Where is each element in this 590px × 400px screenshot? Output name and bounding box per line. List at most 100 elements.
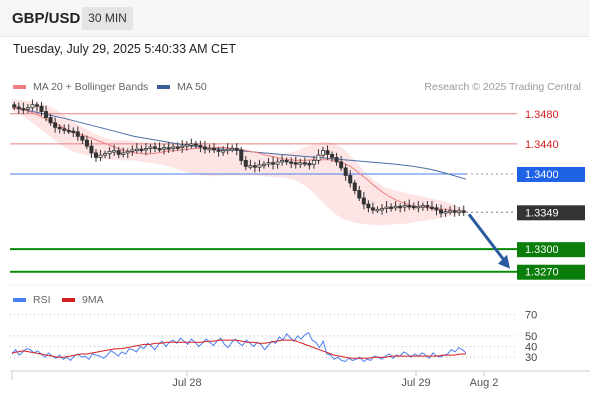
candle-body-0: [12, 104, 17, 108]
header-bar: GBP/USD 30 MIN: [0, 0, 590, 37]
symbol-label: GBP/USD: [12, 10, 81, 27]
candle-body-91: [425, 205, 430, 208]
candle-body-72: [339, 161, 344, 169]
candle-body-23: [116, 150, 121, 155]
candle-body-92: [429, 206, 434, 209]
candle-body-76: [357, 190, 362, 199]
candle-body-7: [44, 111, 49, 118]
legend-rsi-label: RSI: [33, 294, 51, 306]
level-box-2: [517, 166, 585, 182]
candle-body-55: [261, 163, 266, 167]
timeframe-button[interactable]: 30 MIN: [82, 7, 133, 30]
candle-body-16: [84, 139, 89, 147]
x-tick-label-0: Jul 28: [172, 377, 201, 389]
candle-body-2: [21, 108, 26, 111]
candle-body-63: [298, 162, 303, 165]
candle-body-46: [221, 150, 226, 153]
candle-body-35: [171, 146, 176, 149]
candle-body-60: [284, 160, 289, 163]
candle-body-86: [402, 205, 407, 208]
level-box-3: [517, 205, 585, 221]
candle-body-93: [434, 207, 439, 211]
candle-body-3: [25, 107, 30, 110]
rsi-series-0: [11, 332, 467, 363]
candle-body-12: [66, 129, 71, 133]
candle-body-29: [143, 147, 148, 151]
legend-ma20-label: MA 20 + Bollinger Bands: [33, 81, 149, 93]
candle-body-78: [366, 203, 371, 209]
candle-body-65: [307, 163, 312, 166]
ma50-swatch: [157, 85, 170, 89]
candle-body-8: [48, 117, 53, 124]
rsi-tick-label-0: 70: [525, 310, 537, 322]
rsi-tick-label-2: 40: [525, 342, 537, 354]
candle-body-19: [98, 154, 103, 158]
candle-body-73: [343, 167, 348, 176]
candle-body-68: [320, 150, 325, 156]
candle-body-75: [352, 182, 357, 191]
candle-body-11: [62, 128, 67, 131]
candle-body-48: [230, 147, 235, 151]
candle-body-85: [398, 205, 403, 209]
level-label-0: 1.3480: [525, 109, 559, 121]
candle-body-99: [461, 210, 466, 213]
candle-body-96: [448, 210, 453, 213]
level-label-4: 1.3300: [525, 244, 559, 256]
candle-body-56: [266, 162, 271, 165]
candle-body-95: [443, 211, 448, 214]
level-label-3: 1.3349: [525, 207, 559, 219]
candle-body-80: [375, 208, 380, 212]
candle-body-44: [212, 147, 217, 151]
legend-ma50-label: MA 50: [177, 81, 207, 93]
candle-body-28: [139, 148, 144, 152]
candle-body-81: [380, 208, 385, 211]
rsi-tick-label-1: 50: [525, 331, 537, 343]
candle-body-94: [439, 209, 444, 214]
candle-body-21: [107, 150, 112, 155]
candle-body-33: [162, 147, 167, 150]
candle-body-77: [361, 197, 366, 205]
level-box-5: [517, 264, 585, 280]
x-tick-label-2: Aug 2: [470, 377, 499, 389]
level-label-1: 1.3440: [525, 139, 559, 151]
candle-body-69: [325, 150, 330, 155]
candle-body-39: [189, 143, 194, 146]
candle-body-84: [393, 205, 398, 209]
candle-body-43: [207, 147, 212, 151]
ma20-swatch: [13, 85, 26, 89]
candle-body-18: [93, 152, 98, 158]
candle-body-71: [334, 157, 339, 163]
legend-rsi-ma-label: 9MA: [82, 294, 104, 306]
candle-body-87: [407, 205, 412, 208]
ma50-line: [11, 107, 467, 180]
candle-body-10: [57, 126, 62, 130]
candle-body-41: [198, 144, 203, 148]
candle-body-14: [75, 131, 80, 137]
candle-body-1: [16, 106, 21, 109]
candle-body-58: [275, 161, 280, 165]
forecast-arrow-shaft: [467, 213, 508, 264]
research-credit: Research © 2025 Trading Central: [424, 81, 581, 93]
candle-body-24: [121, 152, 126, 155]
candle-body-45: [216, 149, 221, 152]
candle-body-36: [175, 146, 180, 149]
candle-body-61: [289, 161, 294, 164]
candle-body-9: [53, 122, 58, 128]
candle-body-74: [348, 175, 353, 184]
candle-body-97: [452, 210, 457, 213]
candle-body-47: [225, 148, 230, 152]
level-label-2: 1.3400: [525, 169, 559, 181]
rsi-ma-swatch: [62, 298, 75, 302]
legend-rsi: RSI: [13, 294, 51, 306]
candle-body-82: [384, 206, 389, 209]
candle-body-51: [243, 160, 248, 167]
legend-ma20: MA 20 + Bollinger Bands: [13, 81, 148, 93]
candle-body-40: [193, 143, 198, 146]
candle-body-90: [420, 205, 425, 208]
candle-body-34: [166, 147, 171, 150]
candle-body-50: [239, 149, 244, 161]
rsi-tick-label-3: 30: [525, 352, 537, 364]
candle-body-54: [257, 164, 262, 168]
candle-body-83: [389, 206, 394, 209]
